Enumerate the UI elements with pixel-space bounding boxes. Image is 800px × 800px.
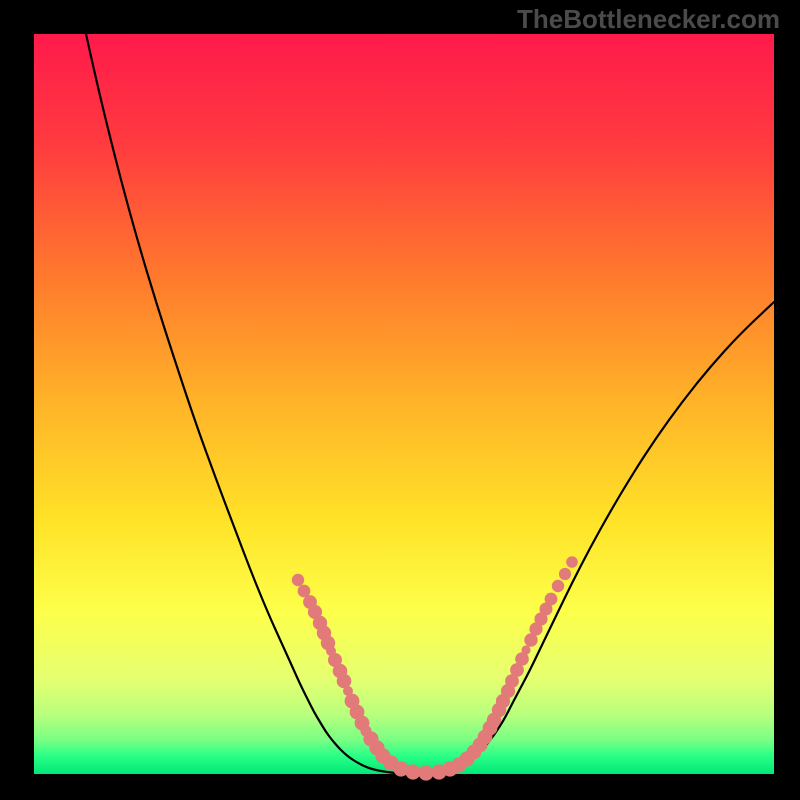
watermark-text: TheBottlenecker.com [517, 4, 780, 35]
bead-marker [566, 556, 578, 568]
bead-marker [337, 674, 352, 689]
bead-marker [418, 765, 433, 780]
curve-layer [34, 34, 774, 774]
v-curve [86, 34, 774, 774]
bead-marker [559, 568, 571, 580]
plot-area [34, 34, 774, 774]
bead-marker [552, 580, 564, 592]
bead-marker [292, 574, 304, 586]
stage: TheBottlenecker.com [0, 0, 800, 800]
bead-marker [405, 764, 420, 779]
bead-marker [545, 593, 558, 606]
bead-marker [521, 645, 530, 654]
bead-group [292, 556, 578, 780]
